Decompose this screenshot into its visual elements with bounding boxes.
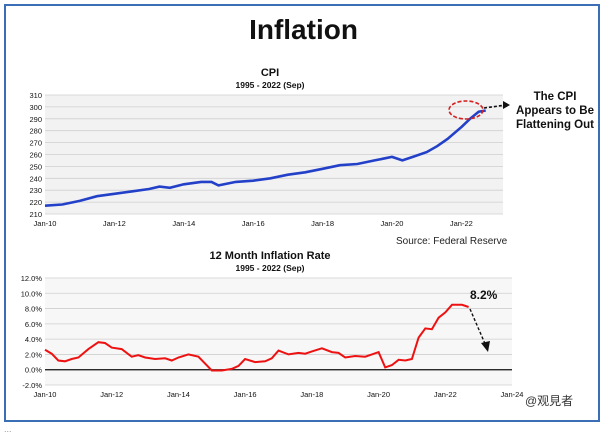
inflation-chart-subtitle: 1995 - 2022 (Sep) [235,263,305,273]
inflation-y-tick-label: 6.0% [25,320,42,329]
cpi-chart-subtitle: 1995 - 2022 (Sep) [235,80,305,90]
cpi-y-tick-label: 270 [29,139,42,148]
flatten-arrow-head [503,101,510,109]
cpi-x-tick-label: Jan-10 [34,219,57,228]
rate-arrow-head [481,341,490,352]
inflation-y-tick-label: 12.0% [21,274,43,283]
inflation-y-tick-label: 8.0% [25,305,42,314]
inflation-series-line [44,303,469,372]
flatten-highlight-ellipse [448,100,484,120]
cpi-x-ticks: Jan-10 Jan-12 Jan-14 Jan-16 Jan-18 Jan-20 Jan-… [34,219,473,228]
cpi-x-tick-label: Jan-12 [103,219,126,228]
inflation-y-ticks: -2.0% 0.0% 2.0% 4.0% 6.0% 8.0% 10.0% 12.0% [21,274,43,390]
cpi-series-line [44,109,486,207]
cpi-x-tick-label: Jan-18 [311,219,334,228]
inflation-x-tick-label: Jan-14 [167,390,190,399]
cpi-grid [45,94,503,215]
inflation-y-tick-label: 2.0% [25,350,42,359]
cpi-y-tick-label: 240 [29,174,42,183]
cpi-y-ticks: 210 220 230 240 250 260 270 280 290 300 310 [29,91,42,219]
cpi-y-tick-label: 250 [29,162,42,171]
inflation-y-tick-label: -2.0% [22,381,42,390]
inflation-y-tick-label: 10.0% [21,289,43,298]
inflation-y-tick-label: 4.0% [25,335,42,344]
cpi-x-tick-label: Jan-14 [172,219,195,228]
inflation-x-tick-label: Jan-20 [367,390,390,399]
inflation-x-ticks: Jan-10 Jan-12 Jan-14 Jan-16 Jan-18 Jan-20 Jan-… [34,390,524,399]
inflation-x-tick-label: Jan-12 [100,390,123,399]
cpi-y-tick-label: 280 [29,127,42,136]
cpi-x-tick-label: Jan-20 [381,219,404,228]
inflation-y-tick-label: 0.0% [25,366,42,375]
cpi-y-tick-label: 300 [29,103,42,112]
cpi-annotation: The CPI Appears to Be Flattening Out [516,91,594,131]
cpi-y-tick-label: 260 [29,151,42,160]
cpi-x-tick-label: Jan-22 [450,219,473,228]
source-note: Source: Federal Reserve [396,236,508,247]
inflation-plot-area [45,278,512,385]
inflation-chart-title: 12 Month Inflation Rate [209,250,331,262]
page-title: Inflation [249,14,358,45]
cpi-y-tick-label: 290 [29,115,42,124]
watermark: @观見者 [525,394,574,408]
inflation-x-tick-label: Jan-24 [501,390,524,399]
cropped-caption: ... [4,424,12,434]
flatten-arrow [483,104,507,109]
cpi-x-tick-label: Jan-16 [242,219,265,228]
inflation-grid [45,277,512,386]
cpi-chart-title: CPI [260,67,280,79]
inflation-annotation: 8.2% [470,288,498,302]
cpi-y-tick-label: 220 [29,198,42,207]
rate-arrow [469,308,487,347]
inflation-x-tick-label: Jan-18 [300,390,323,399]
inflation-x-tick-label: Jan-22 [434,390,457,399]
cpi-y-tick-label: 310 [29,91,42,100]
inflation-x-tick-label: Jan-10 [34,390,57,399]
cpi-y-tick-label: 230 [29,186,42,195]
inflation-x-tick-label: Jan-16 [234,390,257,399]
cpi-y-tick-label: 210 [29,210,42,219]
